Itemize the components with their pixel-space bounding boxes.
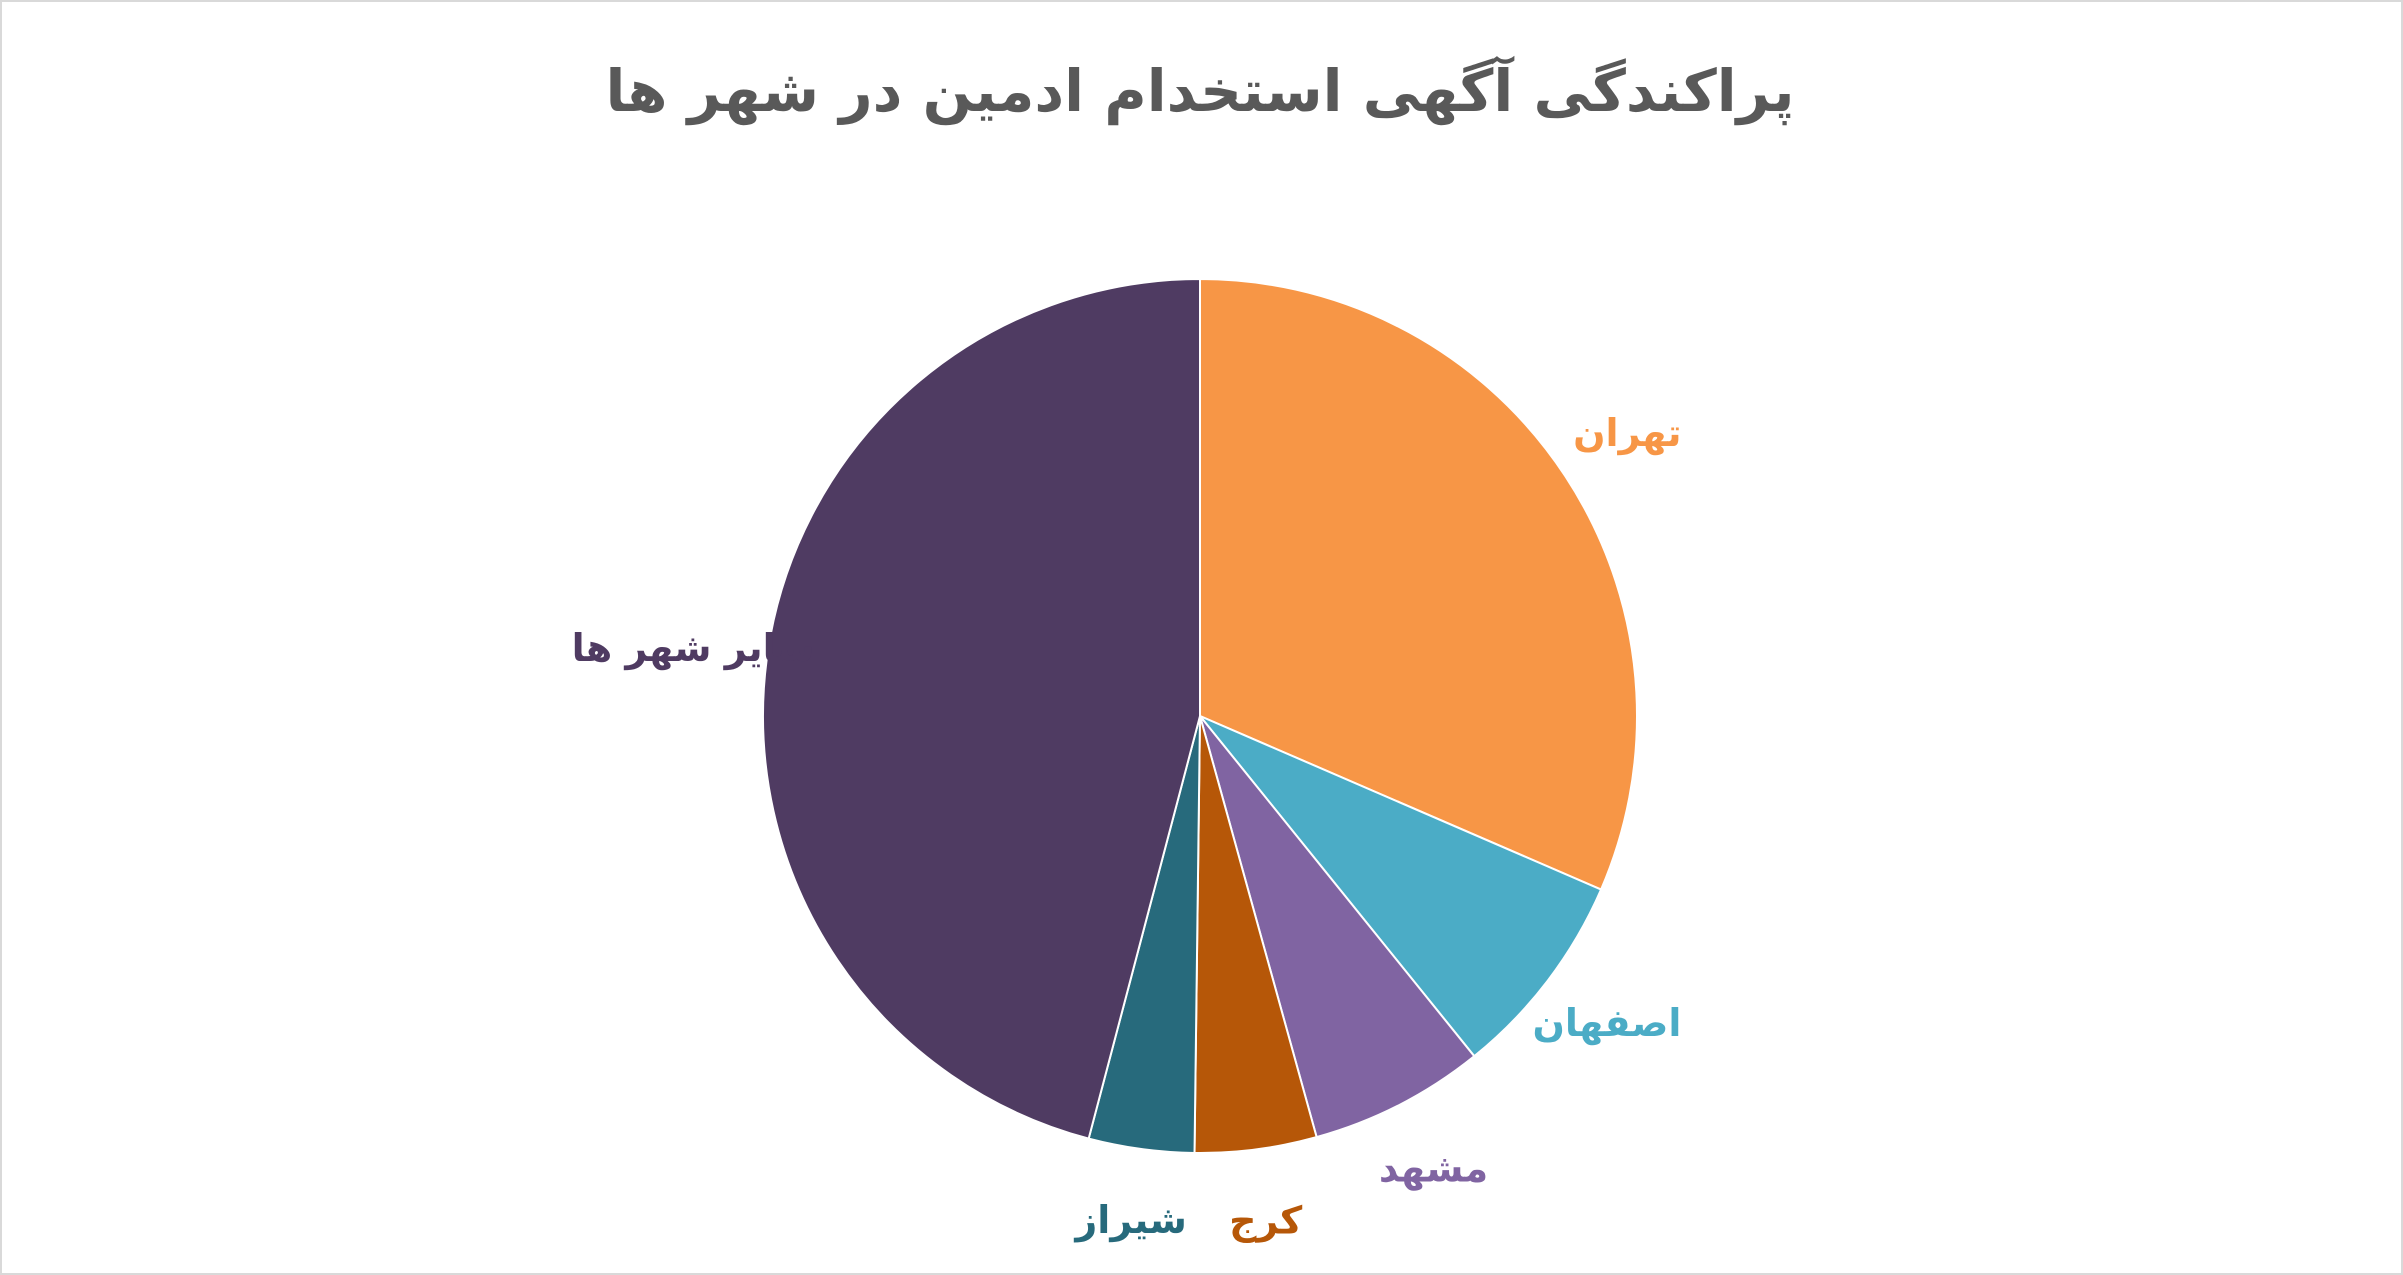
slice-label: تهران: [1573, 411, 1681, 455]
pie-slice: [1199, 715, 1603, 1058]
chart-title: پراکندگی آگهی استخدام ادمین در شهر ها: [605, 55, 1794, 126]
slice-label: شیراز: [1073, 1198, 1186, 1242]
slice-label: کرج: [1229, 1199, 1303, 1243]
pie-slice: [1199, 277, 1638, 891]
pie-slice: [1199, 715, 1476, 1139]
slice-label: مشهد: [1379, 1146, 1488, 1190]
slice-label: اصفهان: [1532, 1001, 1681, 1045]
pie-slice: [762, 277, 1201, 1140]
slice-label: سایر شهر ها: [572, 626, 815, 670]
